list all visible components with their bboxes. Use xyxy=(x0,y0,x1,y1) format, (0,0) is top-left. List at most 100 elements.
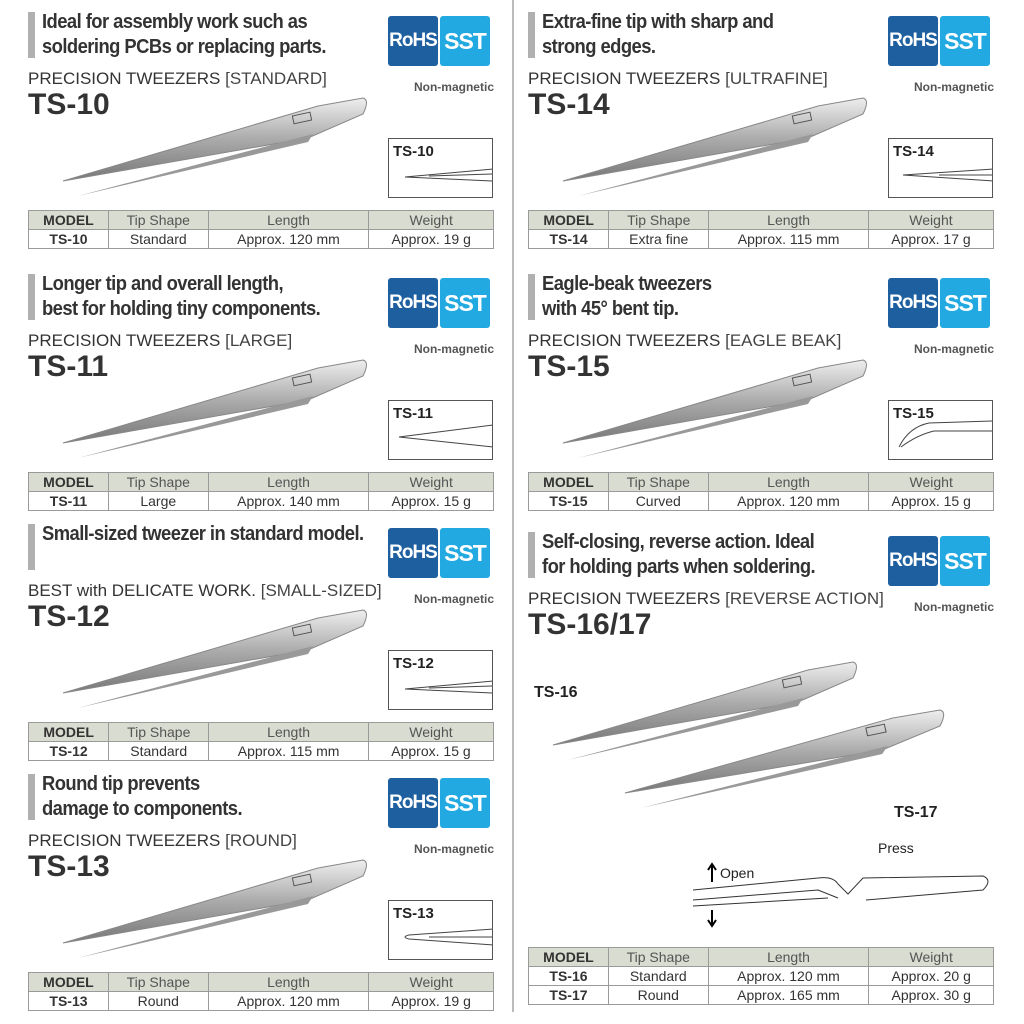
non-magnetic-label: Non-magnetic xyxy=(413,80,494,94)
non-magnetic-label: Non-magnetic xyxy=(913,80,994,94)
category: PRECISION TWEEZERS [EAGLE BEAK] xyxy=(528,331,841,351)
rohs-badge: RoHS xyxy=(888,536,938,586)
column-header: Weight xyxy=(868,947,994,967)
tip-label: TS-13 xyxy=(393,905,434,922)
table-cell: Approx. 120 mm xyxy=(207,991,370,1011)
non-magnetic-label: Non-magnetic xyxy=(913,600,994,614)
ts16-tweezer-image xyxy=(548,660,878,775)
table-row: TS-14 Extra fine Approx. 115 mm Approx. 17 … xyxy=(527,229,995,249)
column-header: Tip Shape xyxy=(608,210,710,230)
rohs-badge: RoHS xyxy=(388,528,438,578)
table-header-row: MODEL Tip Shape Length Weight xyxy=(528,472,994,492)
column-header: Weight xyxy=(368,972,494,992)
model-name: TS-11 xyxy=(28,350,109,383)
table-cell: Approx. 19 g xyxy=(368,991,494,1011)
spec-table: MODEL Tip Shape Length Weight TS-11 Large Appr… xyxy=(28,472,494,511)
column-header: Length xyxy=(207,972,370,992)
tip-shape-diagram: TS-11 xyxy=(388,400,493,460)
table-cell: TS-13 xyxy=(28,991,109,1011)
category-name: PRECISION TWEEZERS xyxy=(28,831,221,850)
product-section-ts1617: Self-closing, reverse action. Ideal for … xyxy=(528,528,994,1005)
headline: Round tip prevents damage to components. xyxy=(42,773,243,820)
ts17-tweezer-image xyxy=(620,708,967,823)
headline: Eagle-beak tweezers with 45° bent tip. xyxy=(542,273,712,320)
spec-table: MODEL Tip Shape Length Weight TS-10 Standard A… xyxy=(28,210,494,249)
non-magnetic-label: Non-magnetic xyxy=(413,342,494,356)
open-label: Open xyxy=(720,865,755,881)
accent-bar xyxy=(28,774,35,820)
rohs-badge: RoHS xyxy=(388,278,438,328)
ts17-label: TS-17 xyxy=(894,804,938,821)
category-variant: [SMALL-SIZED] xyxy=(260,581,382,600)
tweezer-image xyxy=(58,96,388,211)
category: PRECISION TWEEZERS [ROUND] xyxy=(28,831,297,851)
sst-badge: SST xyxy=(440,16,490,66)
column-header: MODEL xyxy=(27,722,110,742)
table-row: TS-12 Standard Approx. 115 mm Approx. 15 g xyxy=(27,741,495,761)
table-cell: Approx. 20 g xyxy=(868,966,994,986)
table-header-row: MODEL Tip Shape Length Weight xyxy=(528,947,994,967)
non-magnetic-label: Non-magnetic xyxy=(913,342,994,356)
accent-bar xyxy=(528,532,535,578)
column-header: Length xyxy=(207,472,370,492)
category-name: PRECISION TWEEZERS xyxy=(28,331,221,350)
product-section-ts10: Ideal for assembly work such as solderin… xyxy=(28,8,494,258)
column-divider xyxy=(512,0,514,1012)
certification-badges: RoHS SST xyxy=(388,16,490,66)
column-header: Weight xyxy=(368,210,494,230)
table-cell: TS-15 xyxy=(528,491,609,511)
spec-table: MODEL Tip Shape Length Weight TS-15 Curved App… xyxy=(528,472,994,511)
table-cell: Extra fine xyxy=(608,229,710,249)
tweezer-image xyxy=(58,358,388,473)
category-variant: [LARGE] xyxy=(225,331,293,350)
category: BEST with DELICATE WORK. [SMALL-SIZED] xyxy=(28,581,382,601)
accent-bar xyxy=(28,274,35,320)
headline: Extra-fine tip with sharp and strong edg… xyxy=(542,11,774,58)
certification-badges: RoHS SST xyxy=(388,778,490,828)
column-header: Length xyxy=(208,722,369,742)
non-magnetic-label: Non-magnetic xyxy=(413,842,494,856)
table-cell: Standard xyxy=(607,966,709,986)
model-name: TS-10 xyxy=(28,88,110,121)
spec-table: MODEL Tip Shape Length Weight TS-14 Extra fin… xyxy=(527,210,995,249)
tip-shape-diagram: TS-13 xyxy=(388,900,493,960)
spec-table: MODEL Tip Shape Length Weight TS-13 Round Appr… xyxy=(28,972,494,1011)
headline: Small-sized tweezer in standard model. xyxy=(42,523,364,545)
category-name: PRECISION TWEEZERS xyxy=(528,589,721,608)
table-cell: TS-12 xyxy=(27,741,110,761)
tweezer-image xyxy=(58,608,388,723)
table-header-row: MODEL Tip Shape Length Weight xyxy=(527,210,995,230)
headline: Self-closing, reverse action. Ideal for … xyxy=(542,531,816,578)
model-name: TS-14 xyxy=(528,88,610,121)
category-variant: [ROUND] xyxy=(225,831,297,850)
category-name: BEST with DELICATE WORK. xyxy=(28,581,256,600)
spec-table: MODEL Tip Shape Length Weight TS-12 Standard A… xyxy=(27,722,495,761)
table-cell: Approx. 19 g xyxy=(368,229,494,249)
product-section-ts13: Round tip prevents damage to components.… xyxy=(28,770,494,1020)
column-header: MODEL xyxy=(28,972,109,992)
table-cell: TS-11 xyxy=(28,491,109,511)
certification-badges: RoHS SST xyxy=(388,278,490,328)
table-cell: Approx. 15 g xyxy=(367,741,495,761)
sst-badge: SST xyxy=(940,536,990,586)
column-header: Weight xyxy=(867,210,995,230)
column-header: Tip Shape xyxy=(107,472,209,492)
table-cell: Large xyxy=(107,491,209,511)
table-row: TS-13 Round Approx. 120 mm Approx. 19 g xyxy=(28,991,494,1011)
reverse-action-diagram xyxy=(692,862,989,928)
table-row: TS-11 Large Approx. 140 mm Approx. 15 g xyxy=(28,491,494,511)
table-header-row: MODEL Tip Shape Length Weight xyxy=(28,472,494,492)
column-header: Length xyxy=(207,210,370,230)
column-header: MODEL xyxy=(528,472,609,492)
tip-outline xyxy=(404,928,492,946)
accent-bar xyxy=(528,274,535,320)
column-header: MODEL xyxy=(528,947,609,967)
accent-bar xyxy=(28,524,35,570)
accent-bar xyxy=(28,12,35,58)
column-header: Weight xyxy=(868,472,994,492)
table-cell: Approx. 120 mm xyxy=(707,966,870,986)
table-cell: Approx. 115 mm xyxy=(208,741,369,761)
column-header: Tip Shape xyxy=(107,210,209,230)
table-cell: TS-10 xyxy=(28,229,109,249)
category-name: PRECISION TWEEZERS xyxy=(28,69,221,88)
